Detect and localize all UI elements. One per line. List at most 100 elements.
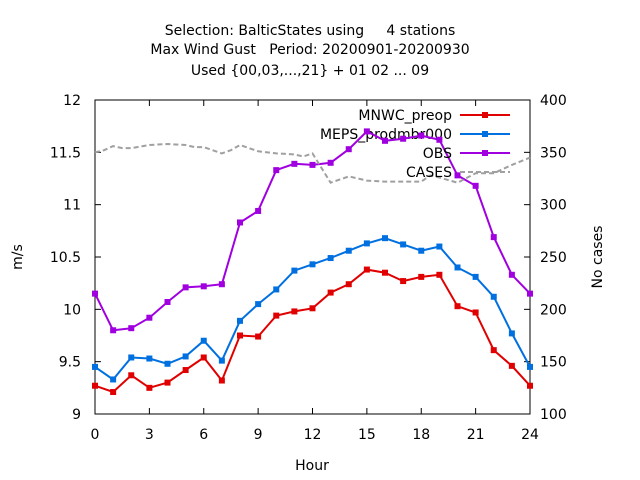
data-point-meps-prodmbr000	[146, 355, 153, 362]
data-point-mnwc-preop	[527, 382, 533, 389]
data-point-obs	[218, 281, 225, 288]
y-tick-label: 10.5	[50, 250, 81, 266]
legend-label-meps-prodmbr000: MEPS_prodmbr000	[320, 127, 452, 143]
data-point-obs	[309, 161, 316, 168]
y-tick-label: 10	[63, 302, 81, 318]
data-point-mnwc-preop	[273, 312, 280, 319]
legend-label-mnwc-preop: MNWC_preop	[358, 108, 452, 124]
x-tick-label: 12	[304, 427, 322, 443]
data-point-obs	[436, 136, 443, 143]
series-line-mnwc-preop	[94, 268, 531, 394]
data-point-mnwc-preop	[363, 266, 370, 273]
data-point-meps-prodmbr000	[182, 353, 189, 360]
data-point-mnwc-preop	[436, 271, 443, 278]
data-point-mnwc-preop	[92, 382, 98, 389]
data-point-meps-prodmbr000	[164, 360, 171, 367]
data-point-obs	[418, 132, 425, 139]
title-line-3: Used {00,03,...,21} + 01 02 ... 09	[191, 63, 429, 79]
data-point-meps-prodmbr000	[345, 247, 352, 254]
data-point-meps-prodmbr000	[92, 363, 98, 370]
legend-marker-mnwc-preop	[482, 112, 488, 118]
data-point-meps-prodmbr000	[418, 247, 425, 254]
data-point-meps-prodmbr000	[490, 293, 497, 300]
data-point-obs	[200, 283, 207, 290]
title-line-2: Max Wind Gust Period: 20200901-20200930	[150, 42, 469, 58]
legend-marker-meps-prodmbr000	[482, 131, 488, 137]
data-point-mnwc-preop	[418, 273, 425, 280]
y2-tick-label: 100	[540, 407, 567, 423]
series-line-obs	[94, 130, 531, 332]
x-tick-label: 18	[412, 427, 430, 443]
data-point-mnwc-preop	[128, 372, 135, 379]
plot-area: 0 3 6 9 12 15 18 21 24 9 9.5 10 10.5 11 11.5 12 100 150 20…	[50, 93, 567, 443]
data-point-meps-prodmbr000	[255, 301, 262, 308]
data-point-obs	[273, 167, 280, 174]
x-tick-label: 6	[199, 427, 208, 443]
data-point-mnwc-preop	[490, 347, 497, 354]
data-point-obs	[327, 159, 334, 166]
data-point-meps-prodmbr000	[273, 286, 280, 293]
y2-tick-label: 150	[540, 355, 567, 371]
data-point-obs	[472, 182, 479, 189]
data-point-obs	[291, 160, 298, 167]
y2-tick-label: 350	[540, 145, 567, 161]
data-point-mnwc-preop	[382, 269, 388, 276]
data-point-obs	[128, 325, 135, 332]
data-point-mnwc-preop	[291, 308, 298, 315]
data-point-meps-prodmbr000	[110, 376, 117, 383]
y-tick-label: 9.5	[59, 355, 81, 371]
x-tick-label: 0	[91, 427, 100, 443]
x-tick-label: 3	[145, 427, 154, 443]
data-point-obs	[490, 234, 497, 241]
y2-tick-label: 300	[540, 198, 567, 214]
data-point-meps-prodmbr000	[508, 330, 515, 337]
data-point-meps-prodmbr000	[363, 240, 370, 247]
data-point-obs	[454, 172, 461, 179]
data-point-obs	[382, 137, 388, 144]
y-tick-label: 12	[63, 93, 81, 109]
data-point-mnwc-preop	[255, 333, 262, 340]
y2-tick-label: 400	[540, 93, 567, 109]
data-point-obs	[110, 327, 117, 334]
data-point-obs	[92, 290, 98, 297]
series-line-cases	[94, 142, 531, 184]
data-point-mnwc-preop	[454, 303, 461, 310]
x-axis-label: Hour	[295, 458, 329, 474]
data-point-obs	[255, 207, 262, 214]
data-point-meps-prodmbr000	[400, 241, 407, 248]
y-tick-label: 11	[63, 198, 81, 214]
y2-tick-label: 200	[540, 302, 567, 318]
data-point-meps-prodmbr000	[309, 261, 316, 268]
data-point-obs	[345, 146, 352, 153]
data-point-mnwc-preop	[218, 377, 225, 384]
data-point-mnwc-preop	[110, 389, 117, 396]
data-point-meps-prodmbr000	[472, 273, 479, 280]
plot-frame	[94, 99, 531, 415]
data-point-mnwc-preop	[309, 305, 316, 312]
data-point-meps-prodmbr000	[527, 363, 533, 370]
data-point-mnwc-preop	[146, 384, 153, 391]
x-tick-label: 21	[467, 427, 485, 443]
data-point-meps-prodmbr000	[327, 255, 334, 262]
y-axis-label: m/s	[10, 244, 26, 270]
data-point-mnwc-preop	[237, 332, 243, 339]
data-point-mnwc-preop	[472, 309, 479, 316]
data-point-obs	[146, 314, 153, 321]
x-tick-label: 24	[521, 427, 539, 443]
data-point-meps-prodmbr000	[436, 243, 443, 250]
title-line-1: Selection: BalticStates using 4 stations	[165, 23, 456, 39]
y2-axis-label: No cases	[590, 226, 606, 289]
data-point-meps-prodmbr000	[218, 357, 225, 364]
data-point-mnwc-preop	[345, 281, 352, 288]
data-point-mnwc-preop	[182, 367, 189, 374]
legend-label-cases: CASES	[406, 165, 452, 181]
data-point-mnwc-preop	[200, 354, 207, 361]
legend-label-obs: OBS	[423, 146, 452, 162]
x-tick-label: 15	[358, 427, 376, 443]
y-tick-label: 9	[72, 407, 81, 423]
chart-title: Selection: BalticStates using 4 stations…	[150, 23, 469, 79]
data-point-obs	[508, 271, 515, 278]
data-point-meps-prodmbr000	[454, 264, 461, 271]
data-point-meps-prodmbr000	[128, 354, 135, 361]
